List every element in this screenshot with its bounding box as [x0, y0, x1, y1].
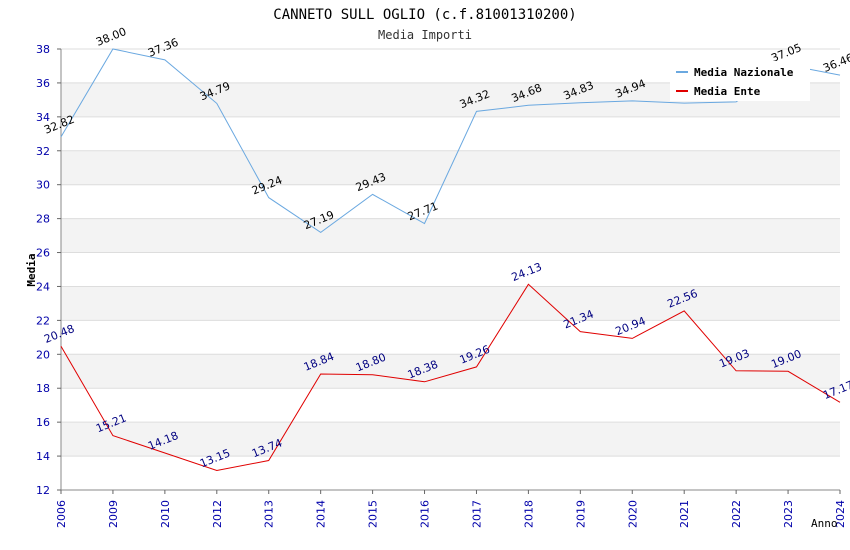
x-tick-label: 2009: [107, 500, 120, 528]
plot-band: [61, 388, 840, 423]
legend-box: [670, 61, 810, 101]
x-tick-label: 2014: [315, 500, 328, 528]
plot-band: [61, 218, 840, 253]
y-tick-label: 12: [36, 484, 50, 497]
y-tick-label: 24: [36, 280, 50, 293]
y-tick-label: 28: [36, 213, 50, 226]
data-label: 38.00: [94, 25, 128, 49]
x-tick-label: 2006: [55, 500, 68, 528]
plot-band: [61, 252, 840, 287]
y-tick-label: 20: [36, 348, 50, 361]
x-tick-label: 2012: [211, 500, 224, 528]
legend-entry: Media Ente: [694, 85, 761, 98]
y-tick-label: 18: [36, 382, 50, 395]
plot-band: [61, 184, 840, 219]
chart-subtitle: Media Importi: [378, 28, 472, 42]
x-tick-label: 2022: [730, 500, 743, 528]
x-tick-label: 2020: [626, 500, 639, 528]
chart-title: CANNETO SULL OGLIO (c.f.81001310200): [273, 7, 576, 23]
series-line-media-ente: [60, 283, 841, 472]
x-tick-label: 2018: [522, 500, 535, 528]
y-axis-label: Media: [25, 253, 38, 286]
y-tick-label: 32: [36, 145, 50, 158]
plot-band: [61, 354, 840, 389]
x-tick-label: 2017: [470, 500, 483, 528]
y-tick-label: 38: [36, 43, 50, 56]
legend: Media Nazionale Media Ente: [670, 61, 810, 101]
x-tick-label: 2016: [419, 500, 432, 528]
plot-band: [61, 286, 840, 321]
x-tick-label: 2013: [263, 500, 276, 528]
y-tick-label: 36: [36, 77, 50, 90]
y-tick-label: 26: [36, 247, 50, 260]
y-tick-label: 14: [36, 450, 50, 463]
plot-band: [61, 422, 840, 457]
x-tick-label: 2024: [834, 500, 847, 528]
x-tick-label: 2021: [678, 500, 691, 528]
y-tick-label: 16: [36, 416, 50, 429]
y-tick-label: 22: [36, 314, 50, 327]
plot-band: [61, 320, 840, 355]
plot-band: [61, 456, 840, 490]
x-axis-label: Anno: [811, 517, 838, 530]
series-line-media-nazionale: [60, 48, 841, 234]
x-tick-label: 2015: [367, 500, 380, 528]
x-tick-label: 2010: [159, 500, 172, 528]
legend-entry: Media Nazionale: [694, 66, 794, 79]
y-tick-label: 34: [36, 111, 50, 124]
x-tick-label: 2023: [782, 500, 795, 528]
x-tick-label: 2019: [574, 500, 587, 528]
y-tick-label: 30: [36, 179, 50, 192]
plot-band: [61, 116, 840, 151]
